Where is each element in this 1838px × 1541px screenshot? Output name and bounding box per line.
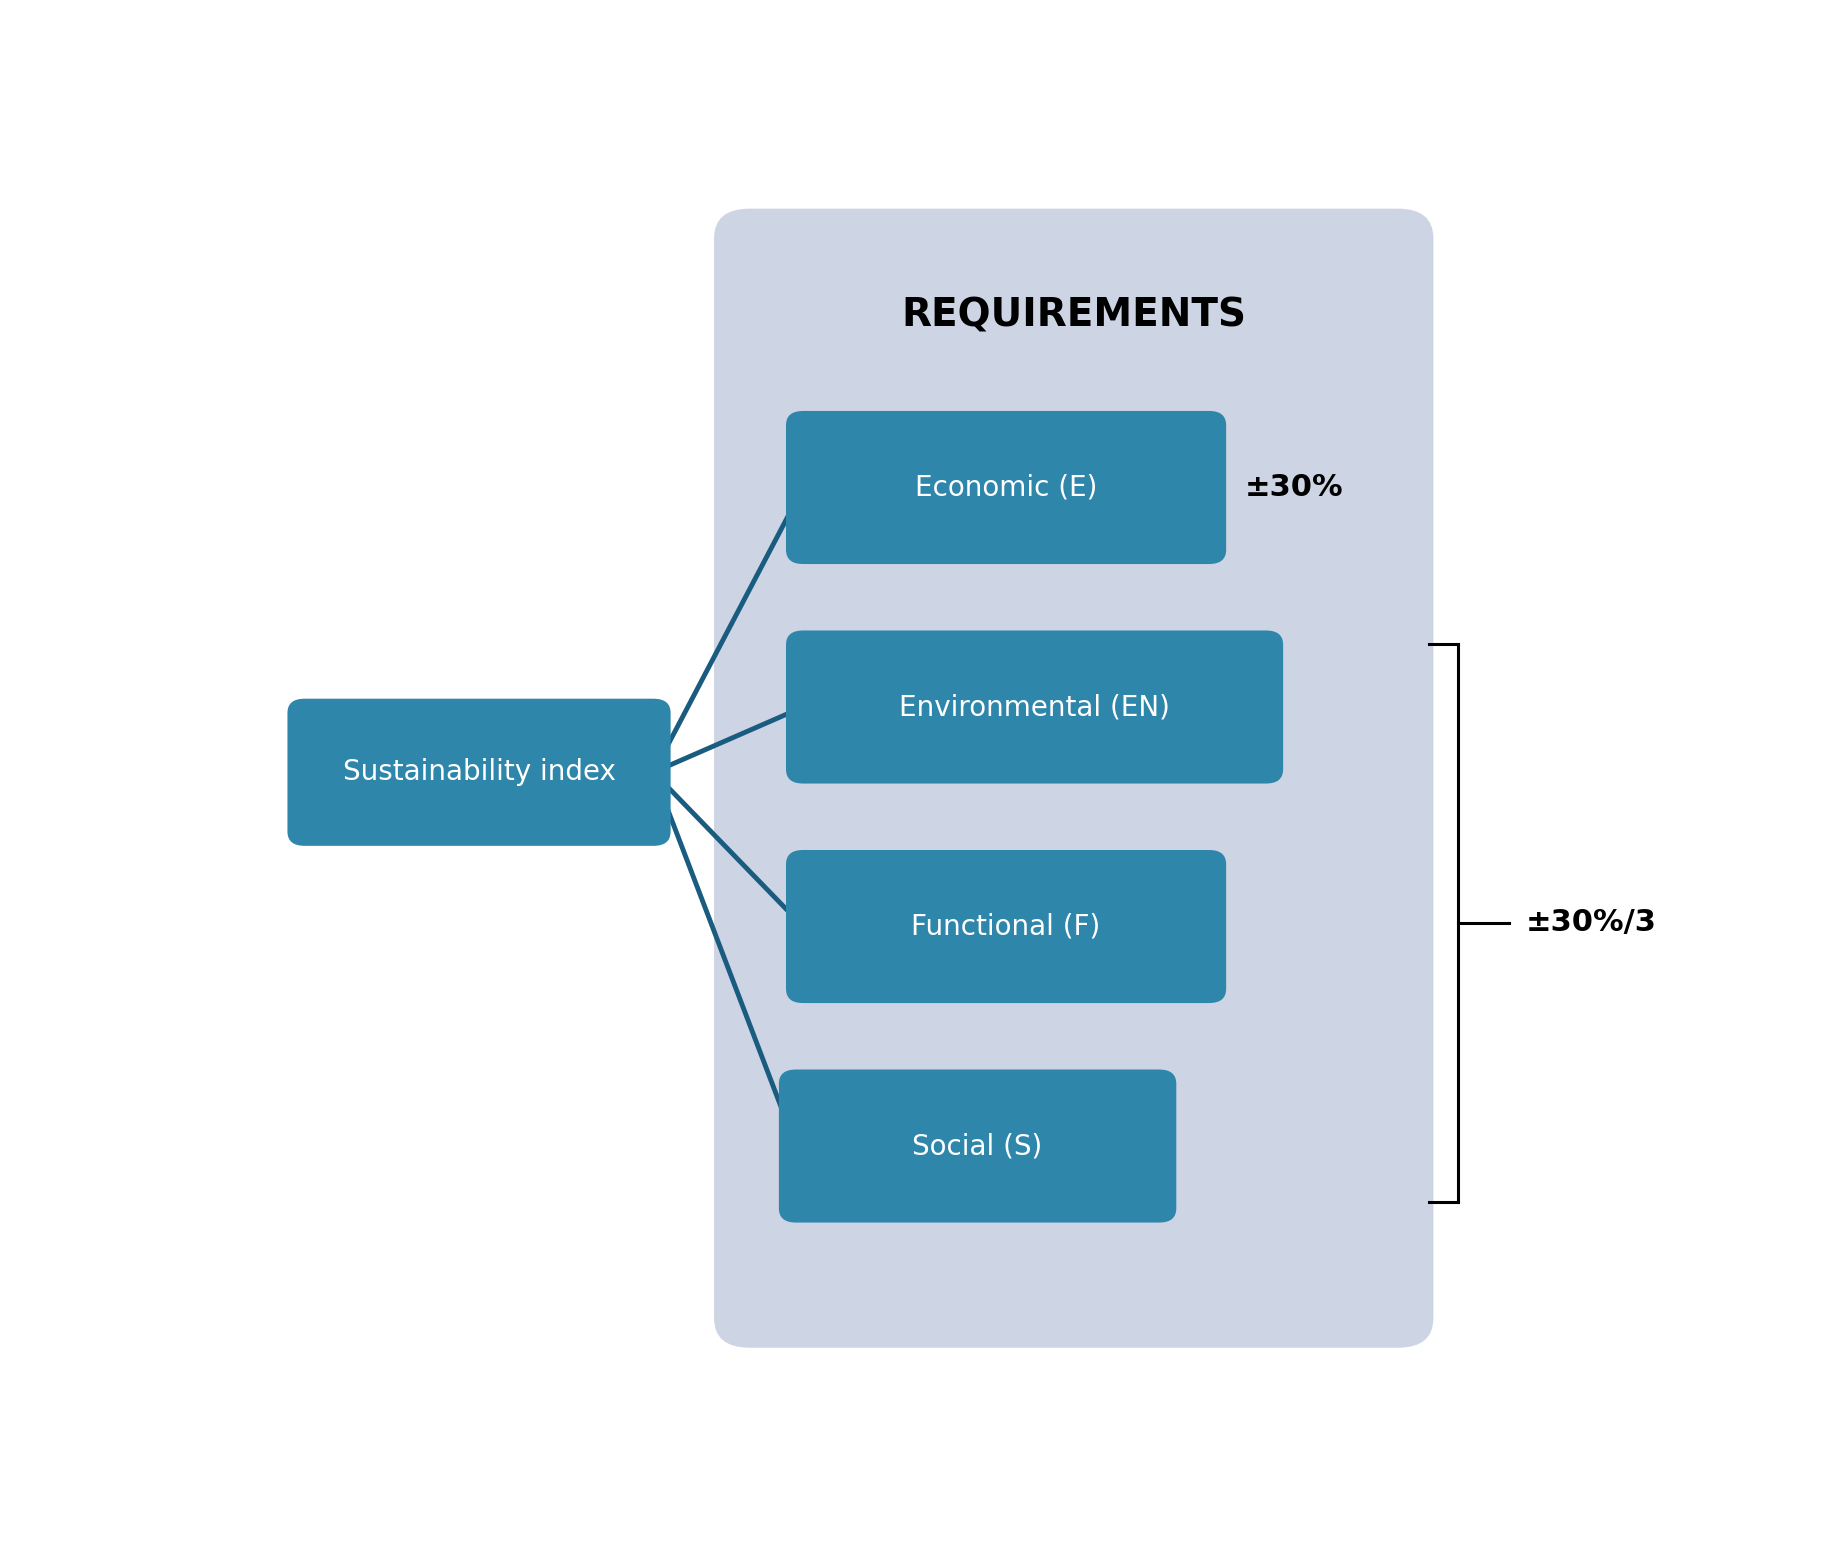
Text: Sustainability index: Sustainability index [342, 758, 616, 786]
FancyBboxPatch shape [779, 1069, 1176, 1222]
Text: Economic (E): Economic (E) [915, 473, 1097, 501]
FancyBboxPatch shape [787, 630, 1283, 783]
Text: ±30%/3: ±30%/3 [1526, 909, 1656, 937]
FancyBboxPatch shape [787, 851, 1226, 1003]
FancyBboxPatch shape [287, 698, 671, 846]
Text: ±30%: ±30% [1244, 473, 1344, 502]
Text: Environmental (EN): Environmental (EN) [899, 693, 1171, 721]
Text: Social (S): Social (S) [912, 1133, 1042, 1160]
FancyBboxPatch shape [713, 208, 1434, 1348]
Text: Functional (F): Functional (F) [912, 912, 1101, 940]
Text: REQUIREMENTS: REQUIREMENTS [901, 296, 1246, 334]
FancyBboxPatch shape [787, 411, 1226, 564]
